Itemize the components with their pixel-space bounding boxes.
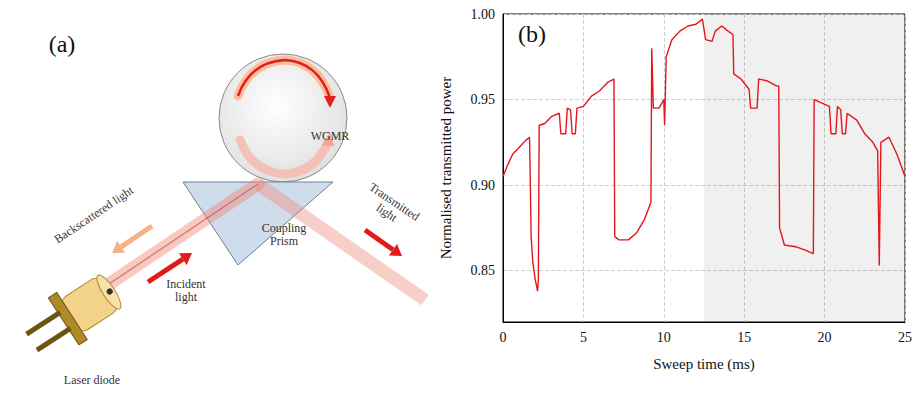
- svg-text:0.85: 0.85: [471, 263, 496, 278]
- svg-text:25: 25: [898, 330, 912, 345]
- svg-text:10: 10: [657, 330, 671, 345]
- svg-text:Laser diode: Laser diode: [64, 373, 120, 387]
- svg-text:20: 20: [818, 330, 832, 345]
- svg-text:WGMR: WGMR: [311, 129, 350, 143]
- svg-text:15: 15: [737, 330, 751, 345]
- svg-text:(b): (b): [518, 21, 546, 47]
- svg-text:0.95: 0.95: [471, 92, 496, 107]
- svg-text:5: 5: [580, 330, 587, 345]
- svg-text:0: 0: [500, 330, 507, 345]
- svg-text:Normalised transmitted power: Normalised transmitted power: [438, 77, 454, 259]
- svg-text:Incidentlight: Incidentlight: [166, 277, 206, 304]
- svg-text:Sweep time (ms): Sweep time (ms): [653, 356, 755, 373]
- svg-text:Backscattered light: Backscattered light: [52, 183, 137, 247]
- svg-text:(a): (a): [49, 31, 76, 57]
- svg-text:0.90: 0.90: [471, 178, 496, 193]
- svg-text:CouplingPrism: CouplingPrism: [262, 221, 307, 248]
- svg-text:1.00: 1.00: [471, 7, 496, 22]
- svg-text:Transmittedlight: Transmittedlight: [359, 180, 422, 235]
